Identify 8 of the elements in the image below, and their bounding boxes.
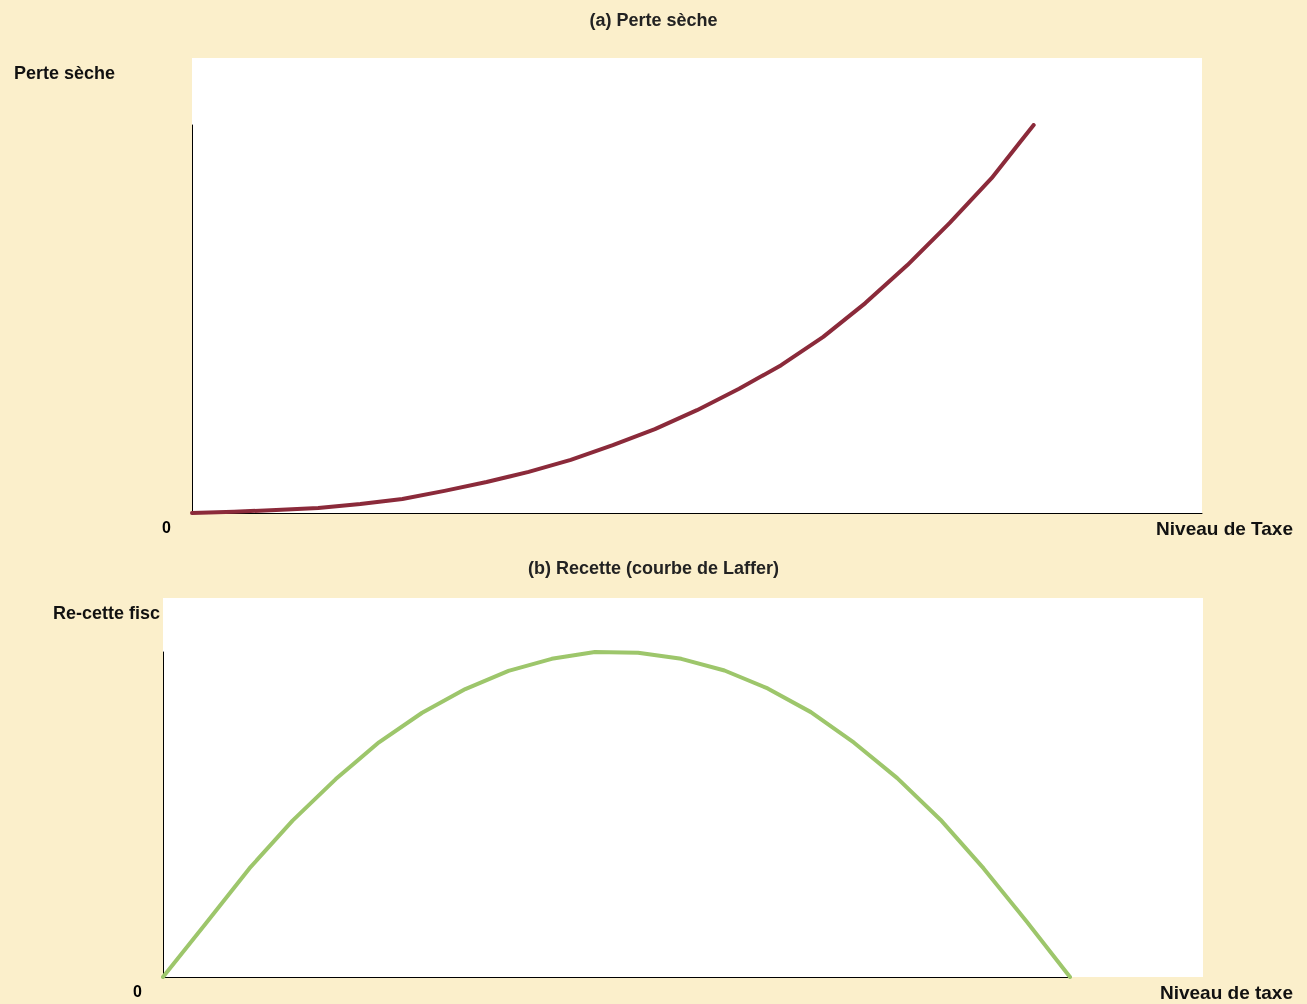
x-axis-title: Niveau de taxe	[1159, 982, 1294, 1003]
text: 0	[162, 518, 171, 536]
chart-title: (b) Recette (courbe de Laffer)	[527, 558, 780, 578]
y-axis-title: Perte sèche	[14, 63, 116, 83]
chart-title: (a) Perte sèche	[589, 10, 718, 30]
text: 0	[133, 982, 142, 1000]
y-axis-title: Re-cette fisc	[52, 603, 160, 623]
x-axis-title: Niveau de Taxe	[1156, 518, 1293, 539]
